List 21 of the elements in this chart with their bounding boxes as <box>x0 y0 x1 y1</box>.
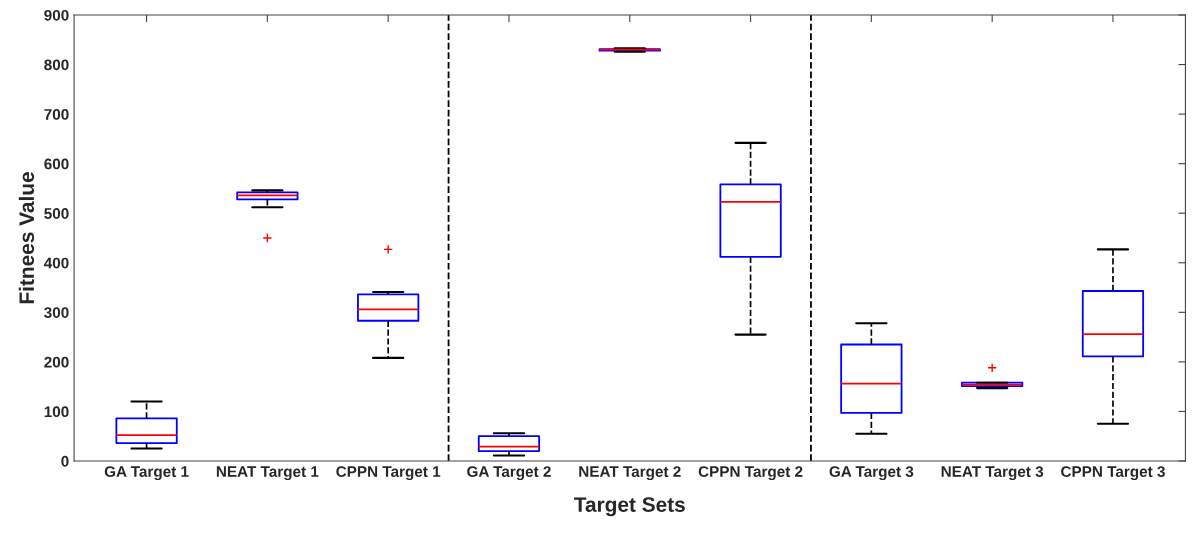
y-tick-label: 600 <box>44 158 69 170</box>
y-tick-label: 400 <box>43 257 69 269</box>
y-tick-label: 200 <box>44 356 69 368</box>
y-tick-label: 500 <box>44 208 69 219</box>
y-tick-label: 800 <box>44 59 69 71</box>
x-tick-label: CPPN Target 2 <box>698 466 803 481</box>
x-axis-title: Target Sets <box>574 497 685 517</box>
y-tick-label: 100 <box>44 406 69 418</box>
y-tick-label: 700 <box>44 108 69 120</box>
y-axis-title: Fitnees Value <box>18 172 35 304</box>
y-tick-label: 0 <box>61 455 69 467</box>
y-tick-label: 900 <box>44 9 69 21</box>
x-tick-label: CPPN Target 1 <box>336 466 441 481</box>
x-tick-label: GA Target 1 <box>104 466 189 481</box>
x-tick-label: NEAT Target 1 <box>216 466 319 481</box>
x-tick-label: CPPN Target 3 <box>1061 466 1165 481</box>
y-tick-label: 300 <box>44 307 69 319</box>
x-tick-label: NEAT Target 3 <box>941 466 1044 481</box>
x-tick-label: GA Target 3 <box>829 466 914 481</box>
x-tick-label: GA Target 2 <box>467 466 551 481</box>
x-tick-label: NEAT Target 2 <box>579 466 681 481</box>
